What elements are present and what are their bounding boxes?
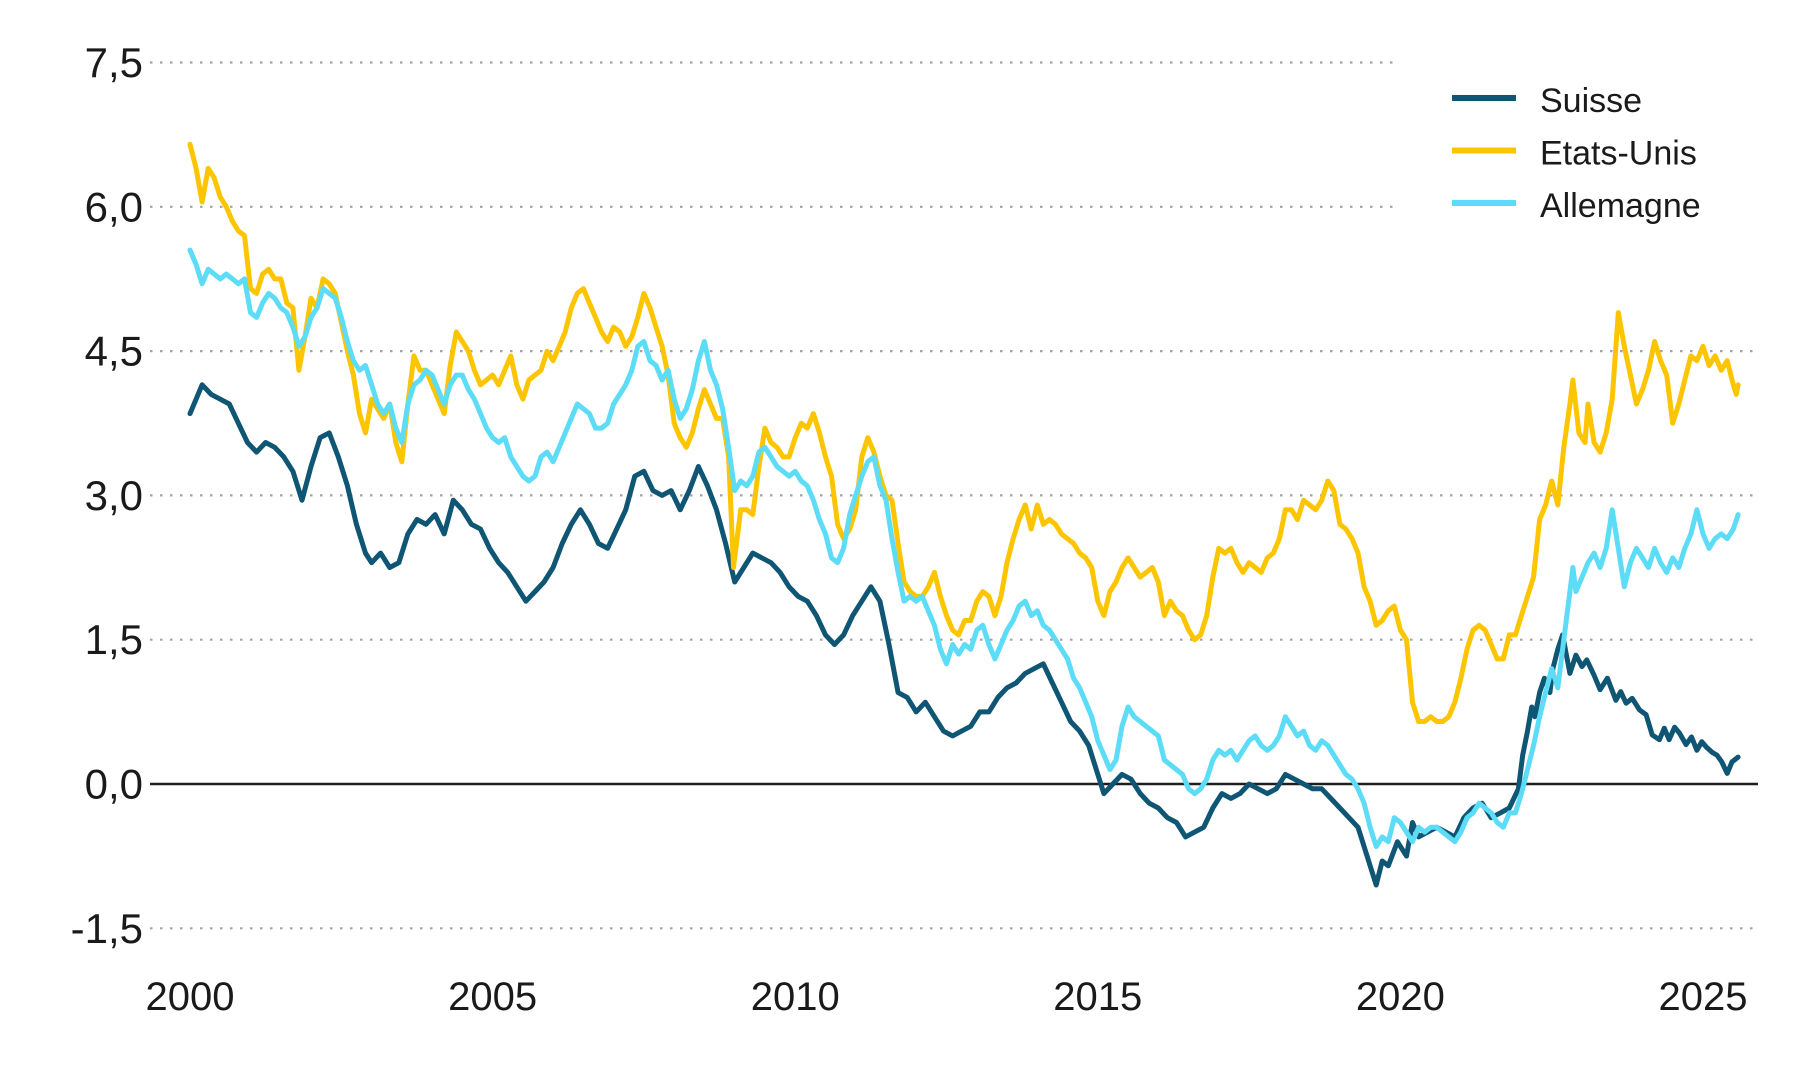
series-line-allemagne xyxy=(187,247,1741,849)
legend-label-allemagne: Allemagne xyxy=(1540,187,1701,225)
y-tick-label: 4,5 xyxy=(85,328,143,375)
y-tick-label: -1,5 xyxy=(71,905,143,952)
x-tick-label: 2005 xyxy=(448,975,537,1019)
legend-swatch-etats-unis xyxy=(1452,147,1516,154)
x-tick-label: 2020 xyxy=(1356,975,1445,1019)
x-tick-label: 2015 xyxy=(1053,975,1142,1019)
x-tick-label: 2010 xyxy=(751,975,840,1019)
legend: Suisse Etats-Unis Allemagne xyxy=(1395,50,1790,240)
legend-label-suisse: Suisse xyxy=(1540,82,1642,120)
x-tick-label: 2025 xyxy=(1659,975,1748,1019)
series-line-suisse xyxy=(187,382,1741,888)
y-tick-label: 7,5 xyxy=(85,39,143,86)
legend-swatch-suisse xyxy=(1452,95,1516,101)
y-tick-label: 6,0 xyxy=(85,183,143,230)
legend-swatch-allemagne xyxy=(1452,200,1516,206)
y-tick-label: 1,5 xyxy=(85,616,143,663)
legend-background xyxy=(1395,50,1790,240)
x-tick-label: 2000 xyxy=(146,975,235,1019)
y-tick-label: 0,0 xyxy=(85,761,143,808)
legend-label-etats-unis: Etats-Unis xyxy=(1540,135,1697,173)
series-line-etats-unis xyxy=(187,141,1741,724)
y-tick-label: 3,0 xyxy=(85,472,143,519)
